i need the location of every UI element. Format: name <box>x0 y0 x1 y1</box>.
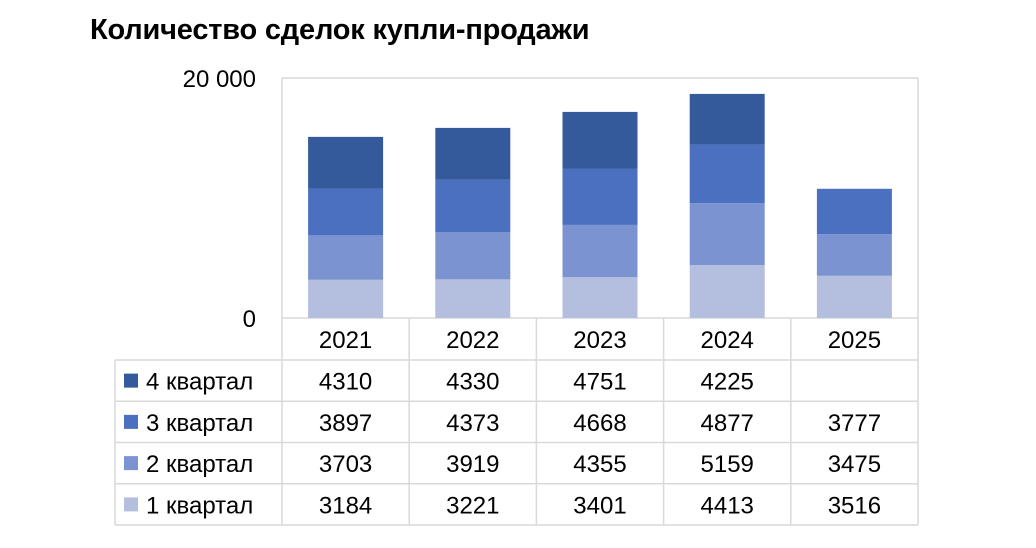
bar-2023-q2 <box>562 224 638 278</box>
bar-2023-q1 <box>562 277 638 318</box>
data-table-value: 3221 <box>446 492 499 519</box>
data-table-value: 3401 <box>573 492 626 519</box>
bar-2021-q1 <box>308 279 384 318</box>
bar-2022-q1 <box>435 279 511 318</box>
data-table-value: 4877 <box>701 410 754 437</box>
legend-key-q2 <box>124 456 138 471</box>
data-table-value: 3475 <box>828 451 881 478</box>
data-table-value: 4373 <box>446 410 499 437</box>
legend-label: 4 квартал <box>146 369 253 396</box>
data-table-value: 3184 <box>319 492 372 519</box>
data-table-value: 4751 <box>573 369 626 396</box>
y-tick-label: 20 000 <box>183 66 256 93</box>
bar-2021-q4 <box>308 136 384 189</box>
bar-2024-q4 <box>689 93 765 145</box>
legend-label: 2 квартал <box>146 451 253 478</box>
x-tick-label: 2023 <box>573 327 626 354</box>
bar-2024-q2 <box>689 203 765 266</box>
data-table-value: 3703 <box>319 451 372 478</box>
data-table-value: 3777 <box>828 410 881 437</box>
x-tick-label: 2021 <box>319 327 372 354</box>
legend-key-q1 <box>124 497 138 512</box>
bar-2024-q1 <box>689 265 765 318</box>
bar-2023-q4 <box>562 111 638 169</box>
bar-2025-q1 <box>816 275 892 318</box>
data-table-value: 3897 <box>319 410 372 437</box>
legend-key-q4 <box>124 373 138 388</box>
bar-2025-q3 <box>816 188 892 235</box>
x-tick-label: 2025 <box>828 327 881 354</box>
bar-2023-q3 <box>562 168 638 225</box>
bar-2022-q4 <box>435 127 511 180</box>
bar-2021-q3 <box>308 188 384 236</box>
data-table-value: 3516 <box>828 492 881 519</box>
bar-2021-q2 <box>308 235 384 280</box>
data-table-value: 4330 <box>446 369 499 396</box>
legend-label: 3 квартал <box>146 410 253 437</box>
bar-2024-q3 <box>689 144 765 204</box>
x-tick-label: 2022 <box>446 327 499 354</box>
y-tick-label: 0 <box>243 306 256 333</box>
data-table-value: 5159 <box>701 451 754 478</box>
bar-2025-q2 <box>816 234 892 276</box>
data-table-value: 4668 <box>573 410 626 437</box>
data-table-value: 4225 <box>701 369 754 396</box>
x-tick-label: 2024 <box>701 327 754 354</box>
data-table-value: 4413 <box>701 492 754 519</box>
bar-2022-q2 <box>435 232 511 280</box>
data-table-value: 3919 <box>446 451 499 478</box>
data-table-value: 4355 <box>573 451 626 478</box>
legend-key-q3 <box>124 414 138 429</box>
legend-label: 1 квартал <box>146 492 253 519</box>
bar-2022-q3 <box>435 179 511 233</box>
data-table-value: 4310 <box>319 369 372 396</box>
chart-title: Количество сделок купли-продажи <box>90 14 590 46</box>
